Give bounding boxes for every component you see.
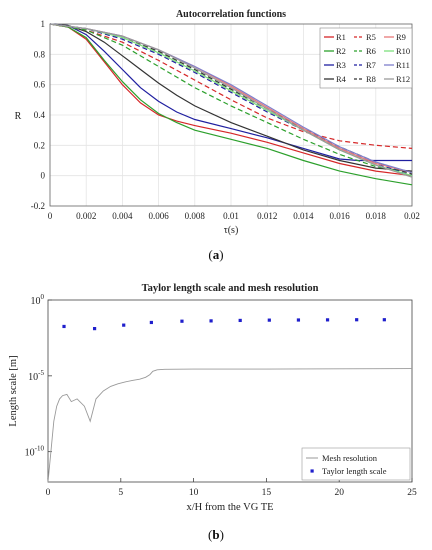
series-line-r6	[49, 23, 413, 174]
x-tick-label: 0	[48, 211, 53, 221]
data-point-taylor-length-scale	[325, 318, 330, 322]
legend-label-r7: R7	[366, 60, 376, 70]
chart-autocorrelation: 0 0.002 0.004 0.006 0.008 0.01 0.012 0.014 0.016…	[15, 9, 420, 236]
y-tick-label: 100	[31, 293, 45, 307]
series-line-mesh-resolution	[47, 368, 413, 483]
series-line-r12	[49, 23, 413, 178]
legend-a	[319, 27, 413, 89]
data-point-taylor-length-scale	[62, 324, 66, 329]
x-tick-label: 0.002	[76, 211, 96, 221]
legend-swatch-taylor-length-scale	[310, 469, 314, 473]
y-tick-label: 0.8	[34, 49, 46, 59]
series-line-r1	[49, 23, 413, 177]
y-tick-label: 0.2	[34, 140, 45, 150]
legend-label-r11: R11	[396, 60, 410, 70]
legend-label-r9: R9	[396, 32, 406, 42]
data-point-taylor-length-scale	[355, 318, 359, 322]
x-tick-label: 0.014	[293, 211, 314, 221]
chart-taylor-length-scale: 0 5 10 15 20 25 100 10-5 10-10 Mesh resolution Tay…	[8, 283, 417, 513]
legend-label-r8: R8	[366, 74, 376, 84]
x-tick-label: 15	[262, 488, 272, 498]
legend-b	[301, 447, 411, 481]
data-point-taylor-length-scale	[92, 327, 97, 331]
legend-label-r1: R1	[336, 32, 346, 42]
caption-a: (a)	[208, 247, 224, 262]
y-tick-label: 1	[41, 19, 46, 29]
legend-label-r12: R12	[396, 74, 410, 84]
data-point-taylor-length-scale	[296, 318, 301, 322]
x-tick-label: 5	[118, 488, 123, 498]
x-axis-label-a: τ(s)	[224, 225, 239, 236]
y-axis-label-a: R	[15, 111, 22, 122]
legend-label-r10: R10	[396, 46, 410, 56]
data-point-taylor-length-scale	[267, 318, 271, 322]
legend-label-r2: R2	[336, 46, 346, 56]
y-tick-label: 0.6	[34, 80, 46, 90]
x-tick-label: 0.004	[112, 211, 133, 221]
legend-label-r5: R5	[366, 32, 376, 42]
y-tick-label: 0.4	[34, 110, 46, 120]
x-tick-label: 0.02	[404, 211, 420, 221]
series-line-r3	[49, 23, 412, 162]
x-tick-label: 0.018	[366, 211, 387, 221]
y-tick-label: 10-10	[25, 445, 45, 459]
x-tick-label: 0.012	[257, 211, 277, 221]
x-tick-label: 20	[334, 488, 344, 498]
chart-title-a: Autocorrelation functions	[176, 9, 286, 20]
x-axis-label-b: x/H from the VG TE	[186, 502, 273, 513]
y-tick-label: 10-5	[28, 369, 44, 383]
y-tick-label: 0	[41, 171, 46, 181]
series-line-r4	[49, 23, 413, 172]
legend-label-r6: R6	[366, 46, 376, 56]
series-line-r2	[49, 23, 413, 186]
x-tick-label: 0.008	[185, 211, 206, 221]
data-point-taylor-length-scale	[209, 319, 213, 323]
x-tick-label: 0.006	[148, 211, 169, 221]
data-point-taylor-length-scale	[180, 319, 184, 323]
data-point-taylor-length-scale	[238, 318, 242, 323]
plot-frame-a	[49, 23, 413, 207]
legend-label-r4: R4	[336, 74, 347, 84]
x-tick-label: 0.016	[329, 211, 350, 221]
chart-title-b: Taylor length scale and mesh resolution	[142, 283, 319, 294]
x-tick-label: 0	[46, 488, 51, 498]
caption-b: (b)	[208, 527, 224, 542]
data-point-taylor-length-scale	[122, 323, 126, 327]
legend-label-r3: R3	[336, 60, 346, 70]
y-tick-label: -0.2	[31, 201, 45, 211]
data-point-taylor-length-scale	[382, 318, 386, 322]
legend-label: Taylor length scale	[322, 466, 387, 476]
x-tick-label: 25	[407, 488, 417, 498]
legend-label: Mesh resolution	[322, 453, 378, 463]
y-axis-label-b: Length scale [m]	[8, 355, 19, 426]
data-point-taylor-length-scale	[149, 320, 153, 325]
x-tick-label: 0.01	[223, 211, 239, 221]
x-tick-label: 10	[189, 488, 199, 498]
